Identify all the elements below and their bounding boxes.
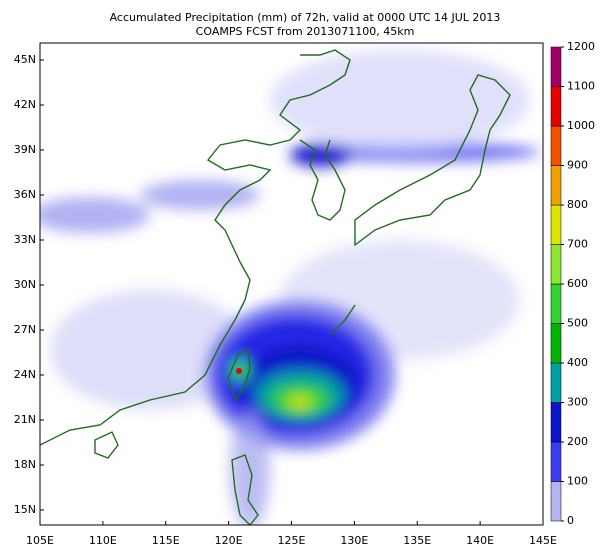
colorbar-segment <box>550 165 562 206</box>
lat-label: 27N <box>14 323 36 336</box>
colorbar-segment <box>550 46 562 87</box>
precipitation-field <box>40 43 543 525</box>
lat-label: 45N <box>14 53 36 66</box>
lat-label: 30N <box>14 278 36 291</box>
colorbar-segment <box>550 204 562 245</box>
lat-label: 36N <box>14 188 36 201</box>
lon-label: 115E <box>152 534 180 547</box>
colorbar-label: 1100 <box>567 80 595 93</box>
lon-label: 135E <box>403 534 431 547</box>
colorbar-label: 500 <box>567 317 588 330</box>
colorbar-segment <box>550 441 562 482</box>
lat-label: 18N <box>14 458 36 471</box>
colorbar-segment <box>550 323 562 364</box>
colorbar-label: 400 <box>567 356 588 369</box>
lat-label: 33N <box>14 233 36 246</box>
lon-label: 120E <box>215 534 243 547</box>
lat-label: 24N <box>14 368 36 381</box>
colorbar-segment <box>550 402 562 443</box>
colorbar-segment <box>550 244 562 285</box>
colorbar-label: 600 <box>567 277 588 290</box>
colorbar-segment <box>550 283 562 324</box>
colorbar-label: 700 <box>567 238 588 251</box>
lon-label: 145E <box>529 534 557 547</box>
colorbar-label: 1000 <box>567 119 595 132</box>
lat-label: 15N <box>14 503 36 516</box>
lat-label: 39N <box>14 143 36 156</box>
colorbar-label: 200 <box>567 435 588 448</box>
colorbar-segment <box>550 362 562 403</box>
title: Accumulated Precipitation (mm) of 72h, v… <box>110 11 501 24</box>
colorbar-segment <box>550 125 562 166</box>
colorbar-label: 300 <box>567 396 588 409</box>
colorbar-label: 100 <box>567 475 588 488</box>
lon-label: 110E <box>89 534 117 547</box>
colorbar-label: 1200 <box>567 40 595 53</box>
colorbar-segment <box>550 86 562 127</box>
lon-label: 130E <box>340 534 368 547</box>
colorbar-label: 0 <box>567 514 574 527</box>
colorbar-label: 800 <box>567 198 588 211</box>
lon-label: 105E <box>26 534 54 547</box>
colorbar-label: 900 <box>567 159 588 172</box>
colorbar-segment <box>550 481 562 522</box>
lon-label: 125E <box>278 534 306 547</box>
lon-label: 140E <box>466 534 494 547</box>
coastlines <box>40 49 511 525</box>
lat-label: 21N <box>14 413 36 426</box>
lat-label: 42N <box>14 98 36 111</box>
subtitle: COAMPS FCST from 2013071100, 45km <box>196 25 415 38</box>
